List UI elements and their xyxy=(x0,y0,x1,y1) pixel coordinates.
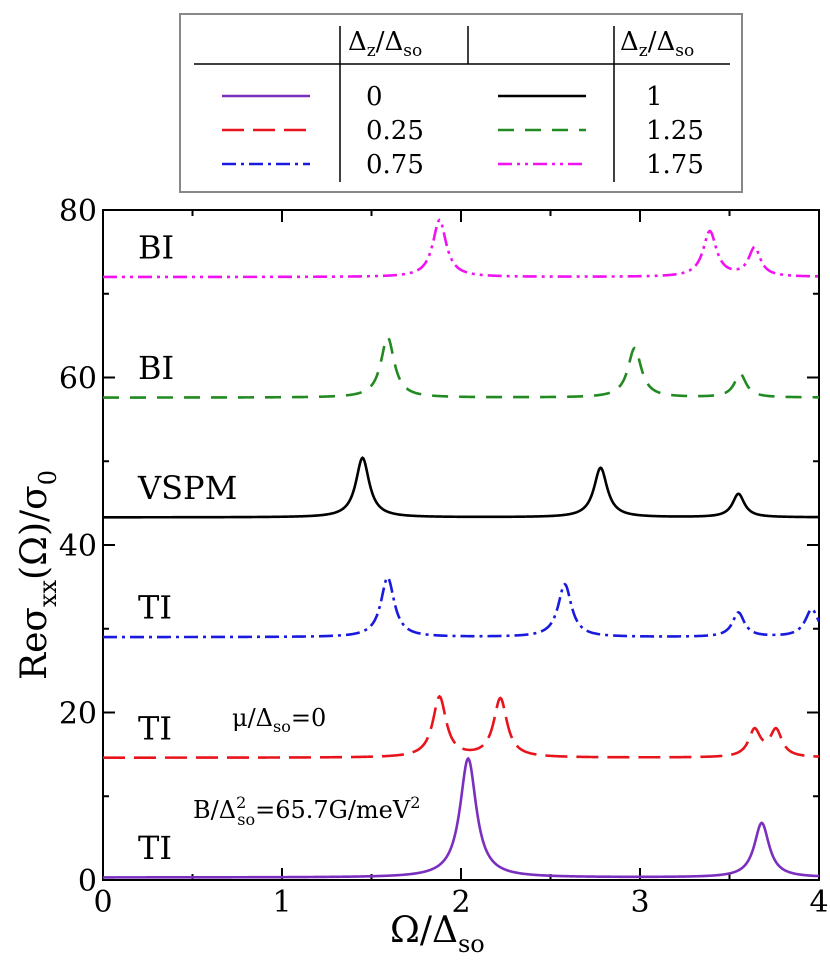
series-line-1 xyxy=(103,456,819,519)
series-curves xyxy=(103,218,819,879)
legend-label-1.25: 1.25 xyxy=(646,116,704,146)
phase-labels: TI TI TI VSPM BI BI xyxy=(137,229,237,867)
series-line-0 xyxy=(103,756,819,879)
legend-label-1: 1 xyxy=(646,82,663,112)
y-tick-label: 40 xyxy=(59,529,97,564)
phase-label-0: TI xyxy=(138,829,172,867)
x-tick-label: 3 xyxy=(630,885,649,920)
x-tick-label: 4 xyxy=(809,885,828,920)
series-line-0.25 xyxy=(103,694,819,759)
phase-label-0.75: TI xyxy=(138,589,172,627)
plot-frame xyxy=(102,209,820,881)
x-axis-title: Ω/Δso xyxy=(390,910,485,958)
series-line-0.75 xyxy=(103,575,819,639)
phase-label-1: VSPM xyxy=(137,469,237,507)
phase-label-1.75: BI xyxy=(138,229,174,267)
x-tick-label: 0 xyxy=(93,885,112,920)
legend-label-0: 0 xyxy=(366,82,383,112)
annotation-chemical-potential: μ/Δso=0 xyxy=(232,704,326,736)
x-tick-label: 2 xyxy=(451,885,470,920)
y-tick-label: 0 xyxy=(78,864,97,899)
legend-header-right: Δz/Δso xyxy=(620,27,694,61)
series-line-1.25 xyxy=(103,335,819,399)
y-tick-label: 60 xyxy=(59,362,97,397)
annotation-magnetic-field: B/Δ2 so=65.7G/meV2 xyxy=(193,793,420,829)
legend-header-left: Δz/Δso xyxy=(348,27,422,61)
y-tick-label: 80 xyxy=(59,194,97,229)
legend-label-0.75: 0.75 xyxy=(366,150,424,180)
phase-label-0.25: TI xyxy=(138,709,172,747)
legend-label-1.75: 1.75 xyxy=(646,150,704,180)
y-axis-title: Reσxx(Ω)/σ0 xyxy=(14,470,62,680)
legend: Δz/Δso Δz/Δso 0 0.25 0.75 1 1.25 1.75 xyxy=(179,13,743,193)
y-tick-label: 20 xyxy=(59,697,97,732)
legend-label-0.25: 0.25 xyxy=(366,116,424,146)
series-line-1.75 xyxy=(103,218,819,279)
phase-label-1.25: BI xyxy=(138,349,174,387)
legend-frame xyxy=(179,13,743,193)
x-tick-label: 1 xyxy=(272,885,291,920)
